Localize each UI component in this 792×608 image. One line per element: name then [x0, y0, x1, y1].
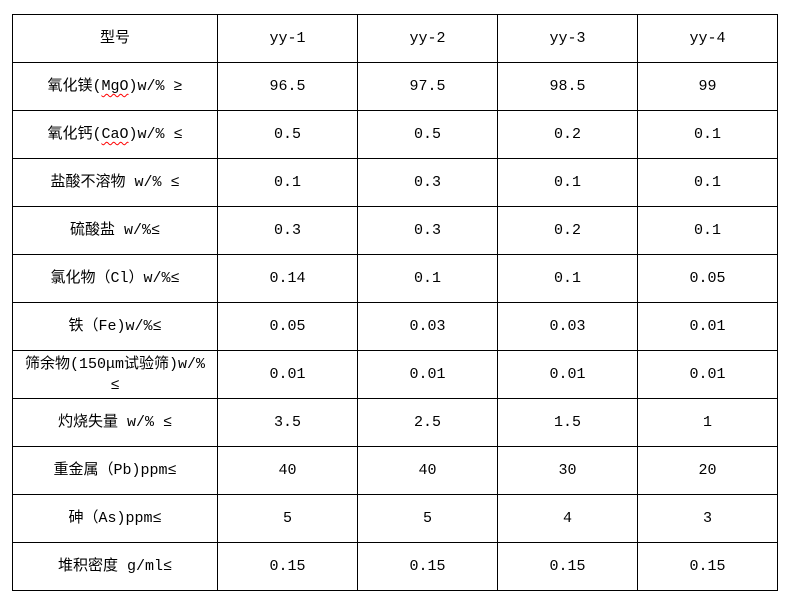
column-header-yy-1: yy-1 — [217, 14, 358, 63]
table-row: 堆积密度 g/ml≤ 0.15 0.15 0.15 0.15 — [12, 542, 778, 591]
header-row: 型号 yy-1 yy-2 yy-3 yy-4 — [12, 14, 778, 63]
value-cell: 0.01 — [497, 350, 638, 399]
row-label: 硫酸盐 w/%≤ — [12, 206, 218, 255]
value-cell: 0.14 — [217, 254, 358, 303]
misspelled-word: MgO — [101, 78, 129, 95]
value-cell: 0.01 — [217, 350, 358, 399]
table-row: 铁（Fe)w/%≤ 0.05 0.03 0.03 0.01 — [12, 302, 778, 351]
label-text: 氧化钙( — [47, 126, 102, 143]
label-text: 灼烧失量 w/% ≤ — [57, 414, 172, 431]
value-cell: 0.1 — [497, 254, 638, 303]
value-cell: 0.3 — [217, 206, 358, 255]
table-row: 盐酸不溶物 w/% ≤0.1 0.3 0.1 0.1 — [12, 158, 778, 207]
column-header-model: 型号 — [12, 14, 218, 63]
value-cell: 0.1 — [637, 158, 778, 207]
label-text: )w/% ≥ — [128, 78, 183, 95]
table-row: 氧化钙(CaO)w/% ≤0.5 0.5 0.2 0.1 — [12, 110, 778, 159]
value-cell: 2.5 — [357, 398, 498, 447]
value-cell: 5 — [357, 494, 498, 543]
value-cell: 1 — [637, 398, 778, 447]
label-text: 氧化镁( — [47, 78, 102, 95]
row-label: 重金属（Pb)ppm≤ — [12, 446, 218, 495]
row-label: 堆积密度 g/ml≤ — [12, 542, 218, 591]
misspelled-word: CaO — [101, 126, 129, 143]
row-label: 灼烧失量 w/% ≤ — [12, 398, 218, 447]
label-text: 硫酸盐 w/%≤ — [69, 222, 160, 239]
label-text: 筛余物(150μm试验筛)w/% ≤ — [24, 355, 205, 394]
row-label: 盐酸不溶物 w/% ≤ — [12, 158, 218, 207]
value-cell: 0.3 — [357, 206, 498, 255]
label-text: 盐酸不溶物 w/% ≤ — [50, 174, 180, 191]
value-cell: 30 — [497, 446, 638, 495]
value-cell: 0.5 — [357, 110, 498, 159]
value-cell: 96.5 — [217, 62, 358, 111]
value-cell: 0.01 — [637, 350, 778, 399]
value-cell: 0.3 — [357, 158, 498, 207]
product-spec-table: 型号 yy-1 yy-2 yy-3 yy-4 氧化镁(MgO)w/% ≥96.5 97.5 9… — [12, 14, 778, 591]
value-cell: 0.15 — [217, 542, 358, 591]
value-cell: 20 — [637, 446, 778, 495]
table-row: 砷（As)ppm≤ 5 5 4 3 — [12, 494, 778, 543]
label-text: 堆积密度 g/ml≤ — [57, 558, 172, 575]
value-cell: 40 — [217, 446, 358, 495]
value-cell: 0.05 — [637, 254, 778, 303]
table-row: 氯化物（Cl）w/%≤ 0.14 0.1 0.1 0.05 — [12, 254, 778, 303]
label-text: 重金属（Pb)ppm≤ — [53, 462, 177, 479]
value-cell: 0.03 — [357, 302, 498, 351]
value-cell: 40 — [357, 446, 498, 495]
value-cell: 0.1 — [497, 158, 638, 207]
table-row: 灼烧失量 w/% ≤ 3.5 2.5 1.5 1 — [12, 398, 778, 447]
table-row: 重金属（Pb)ppm≤ 40 40 30 20 — [12, 446, 778, 495]
label-text: )w/% ≤ — [128, 126, 183, 143]
column-header-yy-4: yy-4 — [637, 14, 778, 63]
value-cell: 0.03 — [497, 302, 638, 351]
table-row: 硫酸盐 w/%≤ 0.3 0.3 0.2 0.1 — [12, 206, 778, 255]
label-text: 铁（Fe)w/%≤ — [68, 318, 162, 335]
value-cell: 3.5 — [217, 398, 358, 447]
value-cell: 0.1 — [637, 110, 778, 159]
value-cell: 99 — [637, 62, 778, 111]
value-cell: 4 — [497, 494, 638, 543]
value-cell: 0.05 — [217, 302, 358, 351]
row-label: 氧化镁(MgO)w/% ≥ — [12, 62, 218, 111]
value-cell: 0.15 — [357, 542, 498, 591]
value-cell: 0.15 — [497, 542, 638, 591]
value-cell: 0.2 — [497, 110, 638, 159]
row-label: 砷（As)ppm≤ — [12, 494, 218, 543]
row-label: 筛余物(150μm试验筛)w/% ≤ — [12, 350, 218, 399]
value-cell: 97.5 — [357, 62, 498, 111]
value-cell: 0.1 — [357, 254, 498, 303]
value-cell: 1.5 — [497, 398, 638, 447]
label-text: 氯化物（Cl）w/%≤ — [50, 270, 180, 287]
value-cell: 0.15 — [637, 542, 778, 591]
value-cell: 0.5 — [217, 110, 358, 159]
column-header-yy-3: yy-3 — [497, 14, 638, 63]
value-cell: 3 — [637, 494, 778, 543]
value-cell: 0.1 — [217, 158, 358, 207]
table-row: 氧化镁(MgO)w/% ≥96.5 97.5 98.5 99 — [12, 62, 778, 111]
value-cell: 0.1 — [637, 206, 778, 255]
column-header-yy-2: yy-2 — [357, 14, 498, 63]
value-cell: 5 — [217, 494, 358, 543]
spec-table-body: 型号 yy-1 yy-2 yy-3 yy-4 氧化镁(MgO)w/% ≥96.5 97.5 9… — [12, 14, 778, 591]
table-row: 筛余物(150μm试验筛)w/% ≤0.01 0.01 0.01 0.01 — [12, 350, 778, 399]
row-label: 氧化钙(CaO)w/% ≤ — [12, 110, 218, 159]
value-cell: 0.01 — [637, 302, 778, 351]
value-cell: 0.01 — [357, 350, 498, 399]
label-text: 砷（As)ppm≤ — [68, 510, 162, 527]
value-cell: 0.2 — [497, 206, 638, 255]
value-cell: 98.5 — [497, 62, 638, 111]
row-label: 氯化物（Cl）w/%≤ — [12, 254, 218, 303]
row-label: 铁（Fe)w/%≤ — [12, 302, 218, 351]
